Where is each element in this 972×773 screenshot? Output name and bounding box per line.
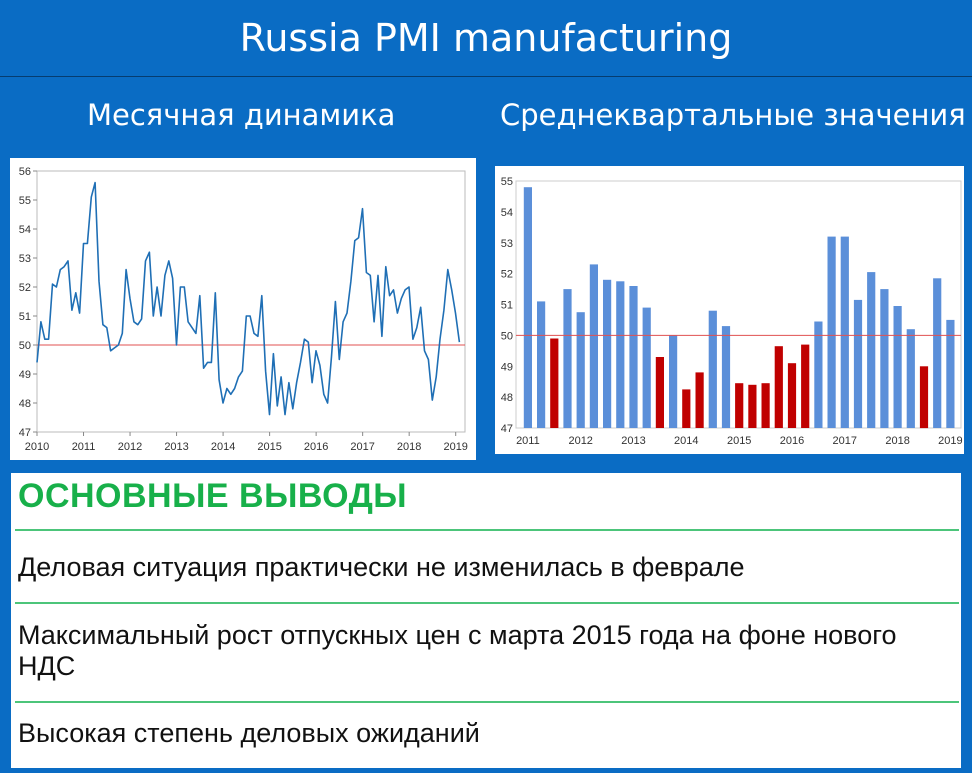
x-tick-label: 2017 [833,435,857,447]
y-tick-label: 54 [19,224,31,236]
quarter-bar [563,289,572,428]
conclusions-heading: ОСНОВНЫЕ ВЫВОДЫ [18,477,408,515]
x-tick-label: 2011 [72,441,96,453]
x-tick-label: 2014 [674,435,698,447]
x-tick-label: 2010 [25,441,49,453]
quarterly-bar-chart-panel: 47 48 49 50 51 52 53 54 55 2011 2012 2013 2014 2015 20… [495,166,964,454]
x-tick-label: 2018 [397,441,421,453]
y-tick-label: 47 [19,427,31,439]
y-tick-label: 55 [19,195,31,207]
y-tick-label: 50 [19,340,31,352]
x-tick-label: 2012 [568,435,592,447]
page-title: Russia PMI manufacturing [0,0,972,77]
quarter-bar [919,366,929,429]
y-tick-label: 55 [501,176,513,188]
x-tick-label: 2013 [621,435,645,447]
subtitle-monthly: Месячная динамика [87,98,396,132]
quarter-bar [629,286,638,428]
pmi-series-line [36,181,461,416]
y-tick-label: 56 [19,166,31,178]
x-tick-label: 2019 [443,441,467,453]
divider [15,529,959,531]
quarter-bar [893,306,902,428]
quarter-bar [576,312,585,428]
conclusion-item-2: Максимальный рост отпускных цен с марта … [18,620,897,681]
x-tick-label: 2016 [304,441,328,453]
divider [15,701,959,703]
quarter-bar [880,289,889,428]
quarter-bar [801,344,810,428]
conclusion-item-1: Деловая ситуация практически не изменила… [18,552,745,582]
y-tick-label: 51 [19,311,31,323]
y-tick-label: 47 [501,423,513,435]
quarter-bar [642,307,651,428]
quarter-bar [708,310,717,428]
x-tick-label: 2018 [885,435,909,447]
x-tick-label: 2015 [727,435,751,447]
divider [15,602,959,604]
x-tick-label: 2011 [516,435,540,447]
y-tick-label: 53 [501,238,513,250]
quarter-bar [867,272,876,428]
quarter-bar [840,236,849,428]
quarter-bar [906,329,915,428]
quarter-bar [814,321,823,428]
x-tick-label: 2014 [211,441,235,453]
y-tick-label: 50 [501,330,513,342]
quarter-bar [550,338,559,428]
y-tick-label: 48 [19,398,31,410]
x-tick-label: 2019 [938,435,962,447]
x-tick-label: 2016 [780,435,804,447]
y-tick-label: 52 [501,269,513,281]
conclusions-panel: ОСНОВНЫЕ ВЫВОДЫ Деловая ситуация практич… [11,473,961,768]
quarter-bar [827,236,836,428]
y-tick-label: 48 [501,392,513,404]
quarter-bar [721,326,731,428]
quarter-bar [748,384,757,428]
quarter-bar [669,335,678,428]
x-tick-label: 2013 [164,441,188,453]
plot-frame [36,170,466,433]
quarter-bar [787,363,797,428]
y-tick-label: 49 [501,361,513,373]
quarter-bar [537,301,546,428]
monthly-line-chart-panel: 47 48 49 50 51 52 53 54 55 56 2010 2011 2012 2013 2014… [10,158,476,460]
quarter-bar [853,299,863,428]
quarter-bar [946,319,955,428]
quarter-bar [761,383,770,428]
y-tick-label: 52 [19,282,31,294]
quarter-bar [774,346,783,428]
quarter-bar [682,389,691,428]
y-tick-label: 49 [19,369,31,381]
quarterly-bar-chart: 47 48 49 50 51 52 53 54 55 2011 2012 2013 2014 2015 20… [501,176,963,447]
quarter-bar [655,357,664,428]
monthly-line-chart: 47 48 49 50 51 52 53 54 55 56 2010 2011 2012 2013 2014… [19,166,468,453]
subtitle-quarterly: Среднеквартальные значения [500,98,966,132]
quarter-bar [589,264,598,428]
y-tick-label: 53 [19,253,31,265]
quarter-bar [523,187,532,428]
conclusion-item-3: Высокая степень деловых ожиданий [18,718,480,748]
x-tick-label: 2015 [257,441,281,453]
y-tick-label: 51 [501,300,513,312]
y-tick-label: 54 [501,207,513,219]
quarter-bar [616,281,625,428]
quarter-bar [933,278,942,428]
quarter-bar [603,279,612,428]
x-tick-label: 2017 [350,441,374,453]
x-tick-label: 2012 [118,441,142,453]
quarter-bar [695,372,704,428]
quarter-bar [735,383,744,428]
